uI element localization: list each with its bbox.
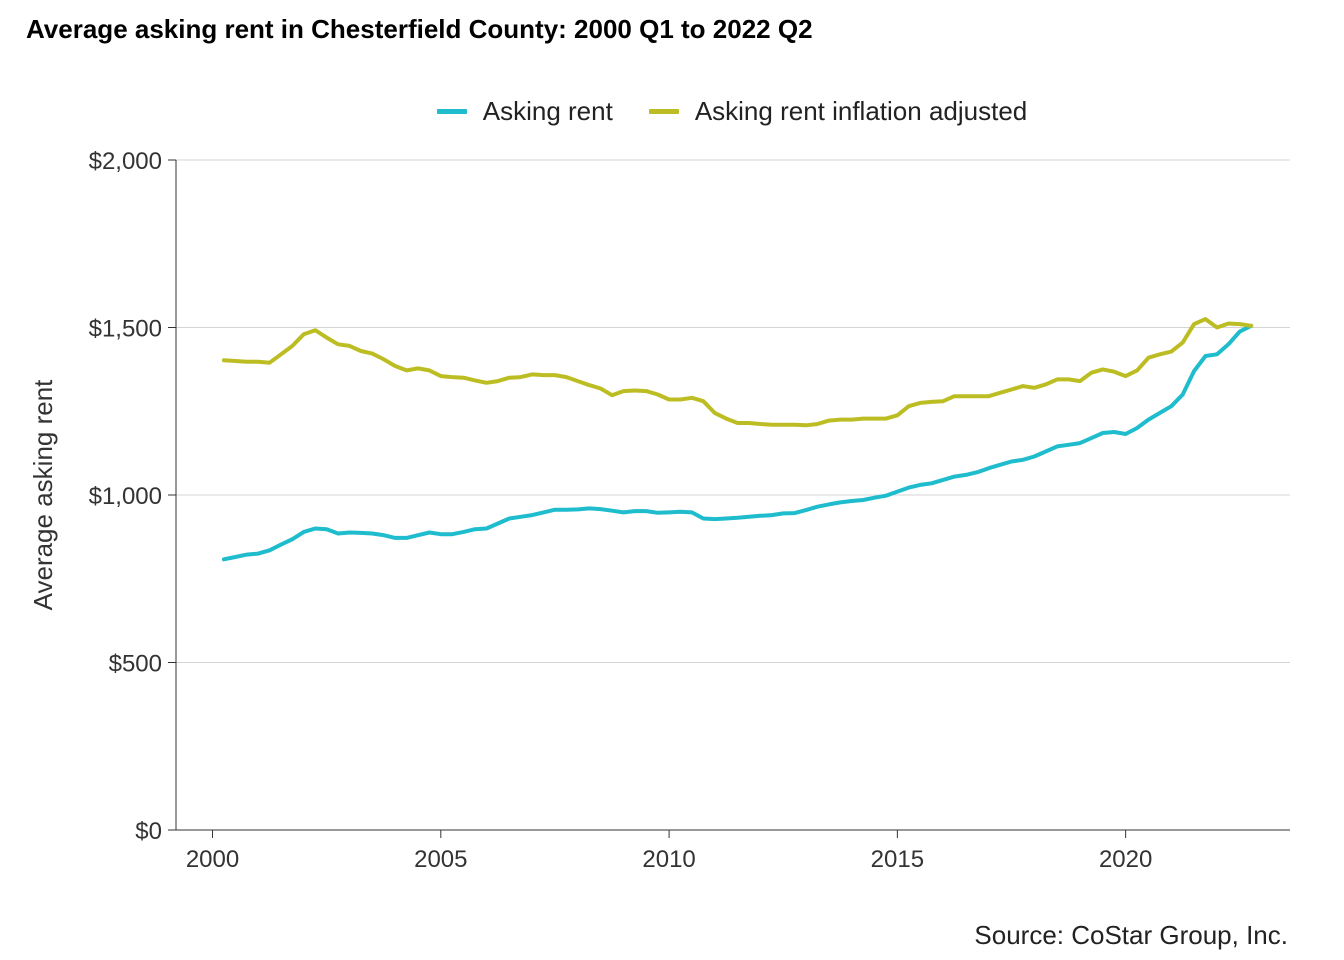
series-line-inflation-adjusted <box>221 317 1254 428</box>
source-note: Source: CoStar Group, Inc. <box>974 920 1288 950</box>
axes <box>168 159 1290 838</box>
x-tick-label: 2010 <box>642 846 695 873</box>
legend-swatch-asking-rent <box>436 109 467 114</box>
y-tick-label: $500 <box>109 651 162 678</box>
chart-title: Average asking rent in Chesterfield Coun… <box>26 14 813 44</box>
x-tick-label: 2020 <box>1099 846 1152 873</box>
legend-item-asking-rent: Asking rent <box>436 96 613 127</box>
series-line-asking-rent <box>221 323 1254 562</box>
y-tick-label: $1,000 <box>89 483 162 510</box>
y-tick-label: $0 <box>135 818 162 845</box>
legend: Asking rent Asking rent inflation adjust… <box>0 96 1344 127</box>
series-lines <box>221 317 1254 562</box>
legend-swatch-inflation-adjusted <box>648 109 679 114</box>
legend-label-asking-rent: Asking rent <box>482 96 613 126</box>
tick-labels: $0 $500 $1,000 $1,500 $2,000 2000 2005 2010 2015… <box>89 148 1153 873</box>
legend-item-inflation-adjusted: Asking rent inflation adjusted <box>648 96 1028 127</box>
legend-label-inflation-adjusted: Asking rent inflation adjusted <box>694 96 1028 126</box>
y-axis-title: Average asking rent <box>28 379 58 611</box>
gridlines <box>176 159 1290 663</box>
x-tick-label: 2015 <box>871 846 924 873</box>
y-tick-label: $1,500 <box>89 316 162 343</box>
x-tick-label: 2005 <box>414 846 467 873</box>
x-tick-label: 2000 <box>186 846 239 873</box>
y-tick-label: $2,000 <box>89 148 162 175</box>
